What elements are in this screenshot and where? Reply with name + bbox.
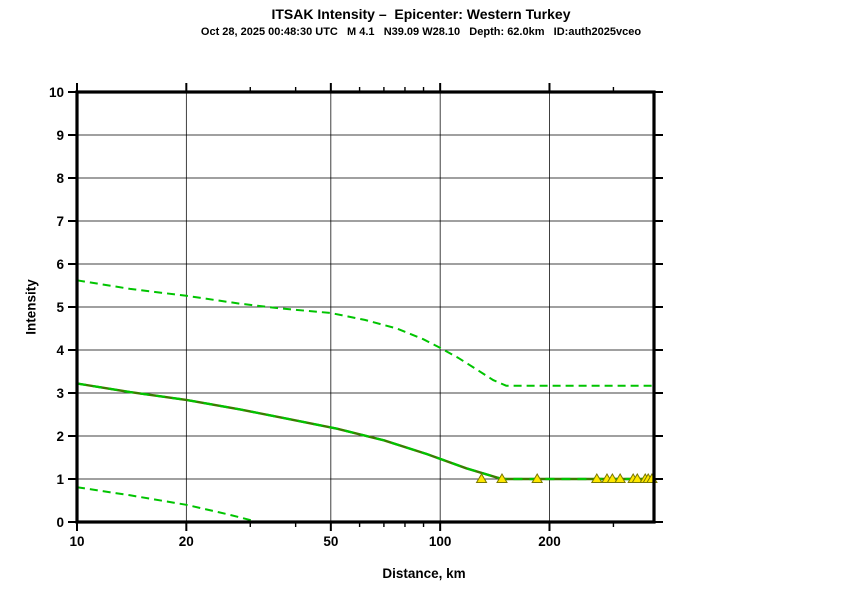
plot-frame bbox=[75, 90, 656, 524]
y-tick-label: 4 bbox=[56, 343, 64, 358]
y-tick-label: 6 bbox=[56, 257, 64, 272]
x-axis-label: Distance, km bbox=[382, 566, 466, 581]
y-tick-label: 8 bbox=[56, 171, 64, 186]
station-observations-marker bbox=[590, 473, 603, 483]
x-tick-label: 100 bbox=[429, 534, 452, 549]
y-tick-label: 7 bbox=[56, 214, 64, 229]
x-tick-label: 10 bbox=[69, 534, 84, 549]
y-tick-label: 9 bbox=[56, 128, 64, 143]
series-minus-one-sigma bbox=[76, 486, 259, 523]
station-observations-marker bbox=[496, 473, 508, 483]
y-tick-label: 3 bbox=[56, 386, 64, 401]
y-tick-label: 0 bbox=[56, 515, 64, 530]
series-median-intensity-dash-overlay bbox=[76, 382, 654, 481]
station-observations-marker bbox=[606, 473, 619, 483]
x-tick-label: 20 bbox=[179, 534, 194, 549]
x-tick-label: 50 bbox=[323, 534, 338, 549]
station-observations-marker bbox=[475, 473, 488, 483]
y-tick-label: 1 bbox=[56, 472, 64, 487]
station-observations-marker bbox=[531, 473, 544, 483]
station-observations-marker bbox=[614, 473, 626, 483]
y-tick-label: 2 bbox=[56, 429, 64, 444]
series-plus-one-sigma bbox=[76, 279, 654, 387]
y-tick-label: 10 bbox=[49, 85, 64, 100]
chart-subtitle: Oct 28, 2025 00:48:30 UTC M 4.1 N39.09 W… bbox=[200, 26, 642, 38]
chart-title: ITSAK Intensity – Epicenter: Western Tur… bbox=[271, 6, 571, 22]
x-tick-label: 200 bbox=[538, 534, 561, 549]
y-tick-label: 5 bbox=[56, 300, 64, 315]
station-observations-marker bbox=[631, 473, 644, 483]
